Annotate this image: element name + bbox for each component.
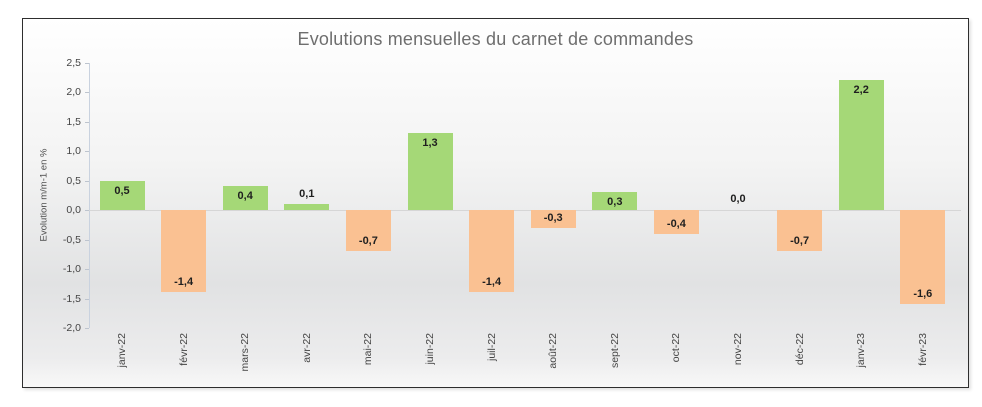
bar-value-label: 0,5	[114, 184, 130, 197]
y-axis-tick-mark	[85, 121, 89, 123]
y-axis-tick-mark	[85, 269, 89, 271]
bar-oct-22[interactable]	[653, 210, 699, 234]
bar-value-label: 0,0	[730, 193, 746, 205]
chart-frame[interactable]: Evolutions mensuelles du carnet de comma…	[22, 18, 969, 388]
y-axis-tick-mark	[85, 239, 89, 241]
y-axis-tick-mark	[85, 92, 89, 94]
y-axis-tick-label: 2,0	[66, 86, 81, 99]
y-axis-tick-label: 2,5	[66, 57, 81, 69]
x-axis-tick-label: juin-22	[424, 333, 436, 365]
bar-mars-22[interactable]	[222, 186, 268, 210]
bar-févr-23[interactable]	[900, 210, 946, 305]
bar-value-label: 1,3	[422, 137, 438, 150]
y-axis-tick-label: -1,0	[62, 263, 81, 276]
y-axis-tick-label: 1,5	[66, 115, 81, 128]
x-axis-tick-label: nov-22	[732, 333, 744, 366]
y-axis-tick-label: 0,5	[66, 174, 81, 187]
bar-value-label: -1,4	[174, 276, 194, 289]
x-axis-tick-label: févr-23	[916, 333, 929, 366]
y-axis-line	[89, 63, 90, 328]
bar-août-22[interactable]	[530, 210, 576, 228]
bar-value-label: 0,1	[299, 188, 315, 201]
bar-value-label: -1,6	[913, 288, 933, 301]
y-axis-tick-label: 0,0	[66, 204, 81, 217]
x-axis-tick-label: oct-22	[670, 333, 683, 363]
bar-value-label: 0,4	[237, 190, 253, 203]
bar-déc-22[interactable]	[777, 210, 823, 252]
bar-juil-22[interactable]	[469, 210, 515, 293]
x-axis-tick-label: janv-22	[116, 333, 128, 368]
x-axis-tick-label: mars-22	[239, 333, 252, 372]
bar-avr-22[interactable]	[284, 204, 330, 210]
bar-janv-22[interactable]	[99, 180, 145, 210]
y-axis-tick-label: -0,5	[62, 233, 81, 246]
x-axis-tick-label: mai-22	[362, 333, 375, 366]
bar-value-label: -0,7	[358, 235, 378, 248]
bar-value-label: -0,3	[543, 211, 563, 224]
bar-value-label: 0,3	[607, 196, 623, 209]
y-axis-title: Evolution m/m-1 en %	[38, 148, 50, 242]
bar-mai-22[interactable]	[345, 210, 391, 252]
bar-janv-23[interactable]	[838, 80, 884, 210]
x-axis-tick-label: sept-22	[608, 333, 621, 369]
y-axis-tick-mark	[85, 328, 89, 329]
x-axis-tick-label: avr-22	[300, 333, 313, 363]
x-axis-tick-label: juil-22	[485, 333, 498, 362]
bar-juin-22[interactable]	[407, 133, 453, 210]
y-axis-tick-mark	[85, 180, 89, 182]
zero-gridline	[89, 210, 961, 211]
x-axis-tick-label: févr-22	[177, 333, 190, 366]
x-axis-tick-label: déc-22	[793, 333, 806, 366]
x-axis-tick-label: août-22	[547, 333, 560, 369]
y-axis-tick-mark	[85, 151, 89, 153]
y-axis-tick-mark	[85, 210, 89, 212]
y-axis-tick-label: -2,0	[62, 322, 81, 334]
y-axis-tick-mark	[85, 63, 89, 64]
bar-value-label: -0,7	[790, 235, 810, 248]
y-axis-tick-label: 1,0	[66, 145, 81, 158]
bar-value-label: -0,4	[666, 217, 686, 230]
y-axis-tick-label: -1,5	[62, 292, 81, 305]
bar-sept-22[interactable]	[592, 192, 638, 210]
bar-value-label: 2,2	[853, 84, 869, 97]
x-axis-tick-label: janv-23	[855, 333, 868, 368]
bar-value-label: -1,4	[482, 276, 502, 289]
y-axis-tick-mark	[85, 298, 89, 300]
bar-févr-22[interactable]	[161, 210, 207, 293]
chart-title: Evolutions mensuelles du carnet de comma…	[297, 29, 694, 49]
